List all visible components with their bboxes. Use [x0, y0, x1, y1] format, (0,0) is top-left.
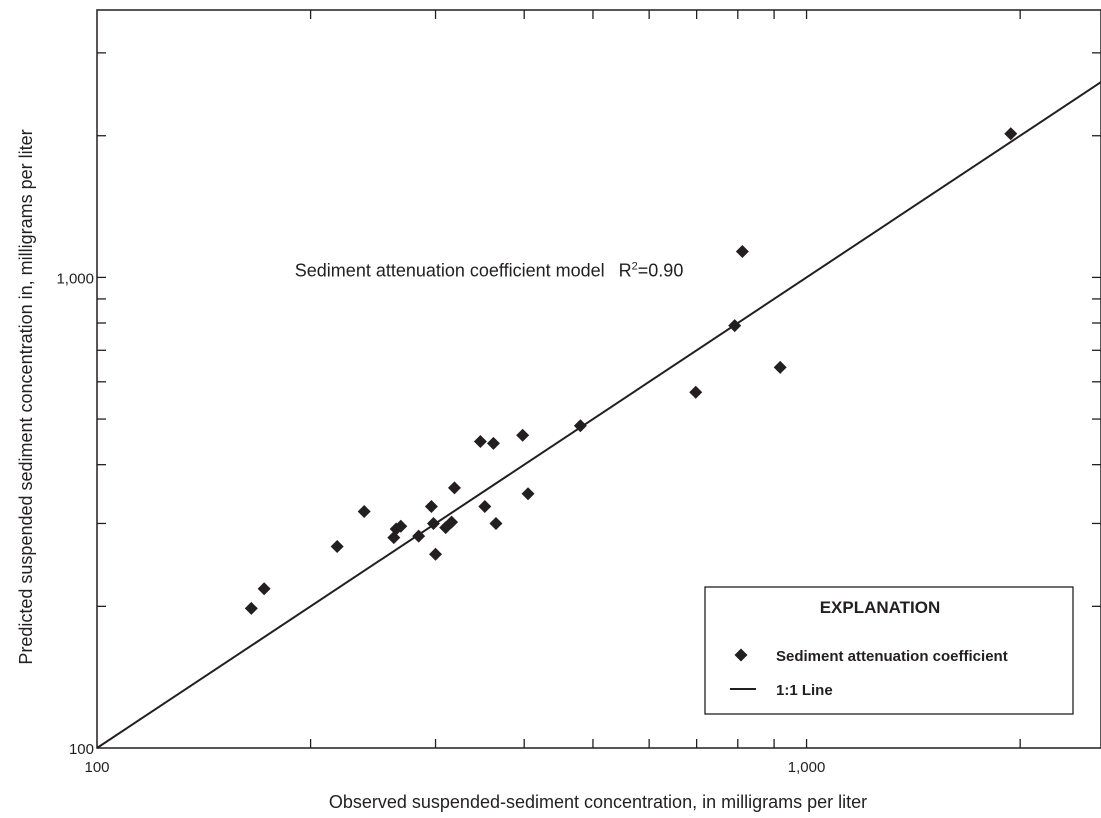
- data-point: [429, 547, 443, 561]
- data-point: [244, 601, 258, 615]
- series-layer: [96, 81, 1101, 749]
- data-point: [773, 360, 787, 374]
- data-point: [486, 436, 500, 450]
- one-to-one-line: [96, 81, 1101, 749]
- legend-label-sediment: Sediment attenuation coefficient: [776, 648, 1008, 665]
- x-tick-label: 100: [84, 759, 109, 776]
- data-point: [735, 245, 749, 259]
- axis-ticks: [97, 10, 1101, 748]
- legend-box: [704, 586, 1074, 715]
- data-point: [445, 515, 459, 529]
- data-point: [357, 505, 371, 519]
- data-point: [478, 499, 492, 513]
- data-point: [394, 519, 408, 533]
- plot-frame: [96, 9, 1101, 749]
- data-point: [521, 487, 535, 501]
- data-point: [489, 516, 503, 530]
- data-point: [447, 481, 461, 495]
- x-axis-title: Observed suspended-sediment concentratio…: [329, 792, 867, 812]
- data-point: [257, 582, 271, 596]
- legend-marker-diamond: [734, 648, 748, 662]
- y-tick-label: 100: [69, 741, 94, 758]
- data-point: [689, 385, 703, 399]
- plot-border: [96, 9, 1101, 749]
- y-axis-title: Predicted suspended sediment concentrati…: [16, 129, 36, 664]
- data-point: [516, 428, 530, 442]
- legend-title: EXPLANATION: [820, 598, 941, 617]
- x-tick-label: 1,000: [788, 759, 826, 776]
- legend: EXPLANATION Sediment attenuation coeffic…: [704, 586, 1074, 715]
- y-tick-label: 1,000: [56, 270, 94, 287]
- data-point: [330, 540, 344, 554]
- data-point: [1004, 127, 1018, 141]
- tick-labels: 100 1,000 100 1,000: [56, 270, 825, 776]
- model-annotation: Sediment attenuation coefficient model R2…: [295, 260, 684, 280]
- legend-label-line: 1:1 Line: [776, 682, 833, 699]
- data-point: [424, 499, 438, 513]
- data-point: [473, 435, 487, 449]
